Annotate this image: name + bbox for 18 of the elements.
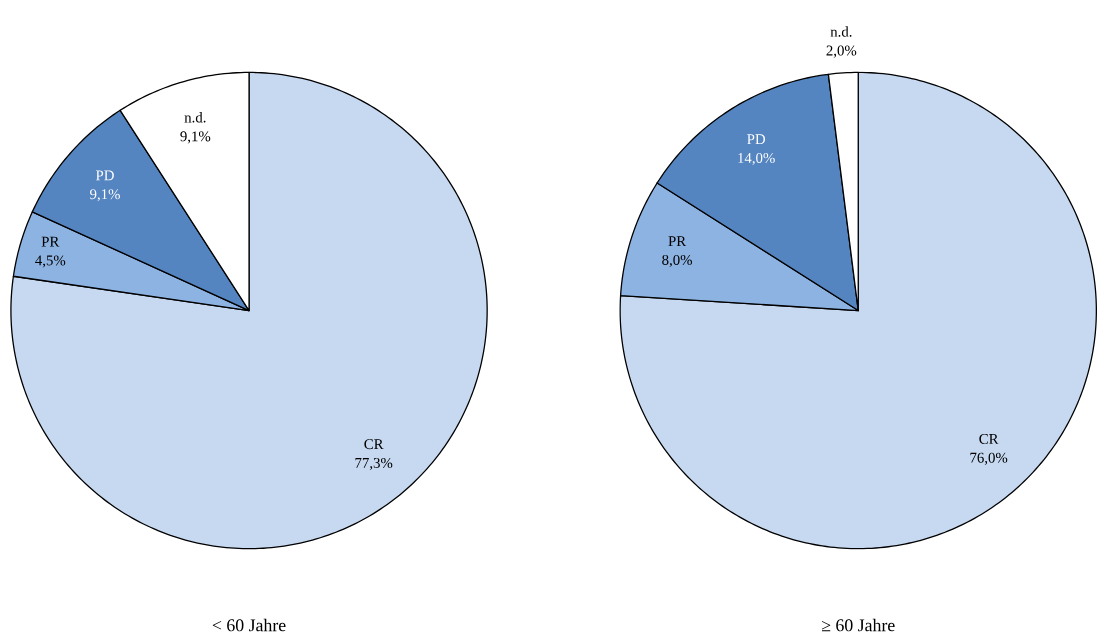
text: ≥ 60 Jahre xyxy=(821,618,895,632)
slice-label: CR xyxy=(364,439,384,450)
data-label: 9,1% xyxy=(90,189,120,202)
slice-label: PR xyxy=(41,236,60,247)
slice-label: n.d. xyxy=(830,26,852,37)
slice-label: PD xyxy=(95,170,114,181)
data-label: 2,0% xyxy=(826,45,857,58)
data-label: 77,3% xyxy=(355,457,393,471)
data-label: 14,0% xyxy=(738,152,775,166)
slice-label: PD xyxy=(747,134,766,145)
slice-label: CR xyxy=(979,434,999,444)
data-label: 8,0% xyxy=(662,254,693,268)
text: < 60 Jahre xyxy=(212,618,286,632)
slice-label: PR xyxy=(668,236,687,247)
slice-label: n.d. xyxy=(184,112,206,123)
data-label: 76,0% xyxy=(970,452,1008,465)
data-label: 4,5% xyxy=(35,255,66,268)
data-label: 9,1% xyxy=(180,131,211,144)
